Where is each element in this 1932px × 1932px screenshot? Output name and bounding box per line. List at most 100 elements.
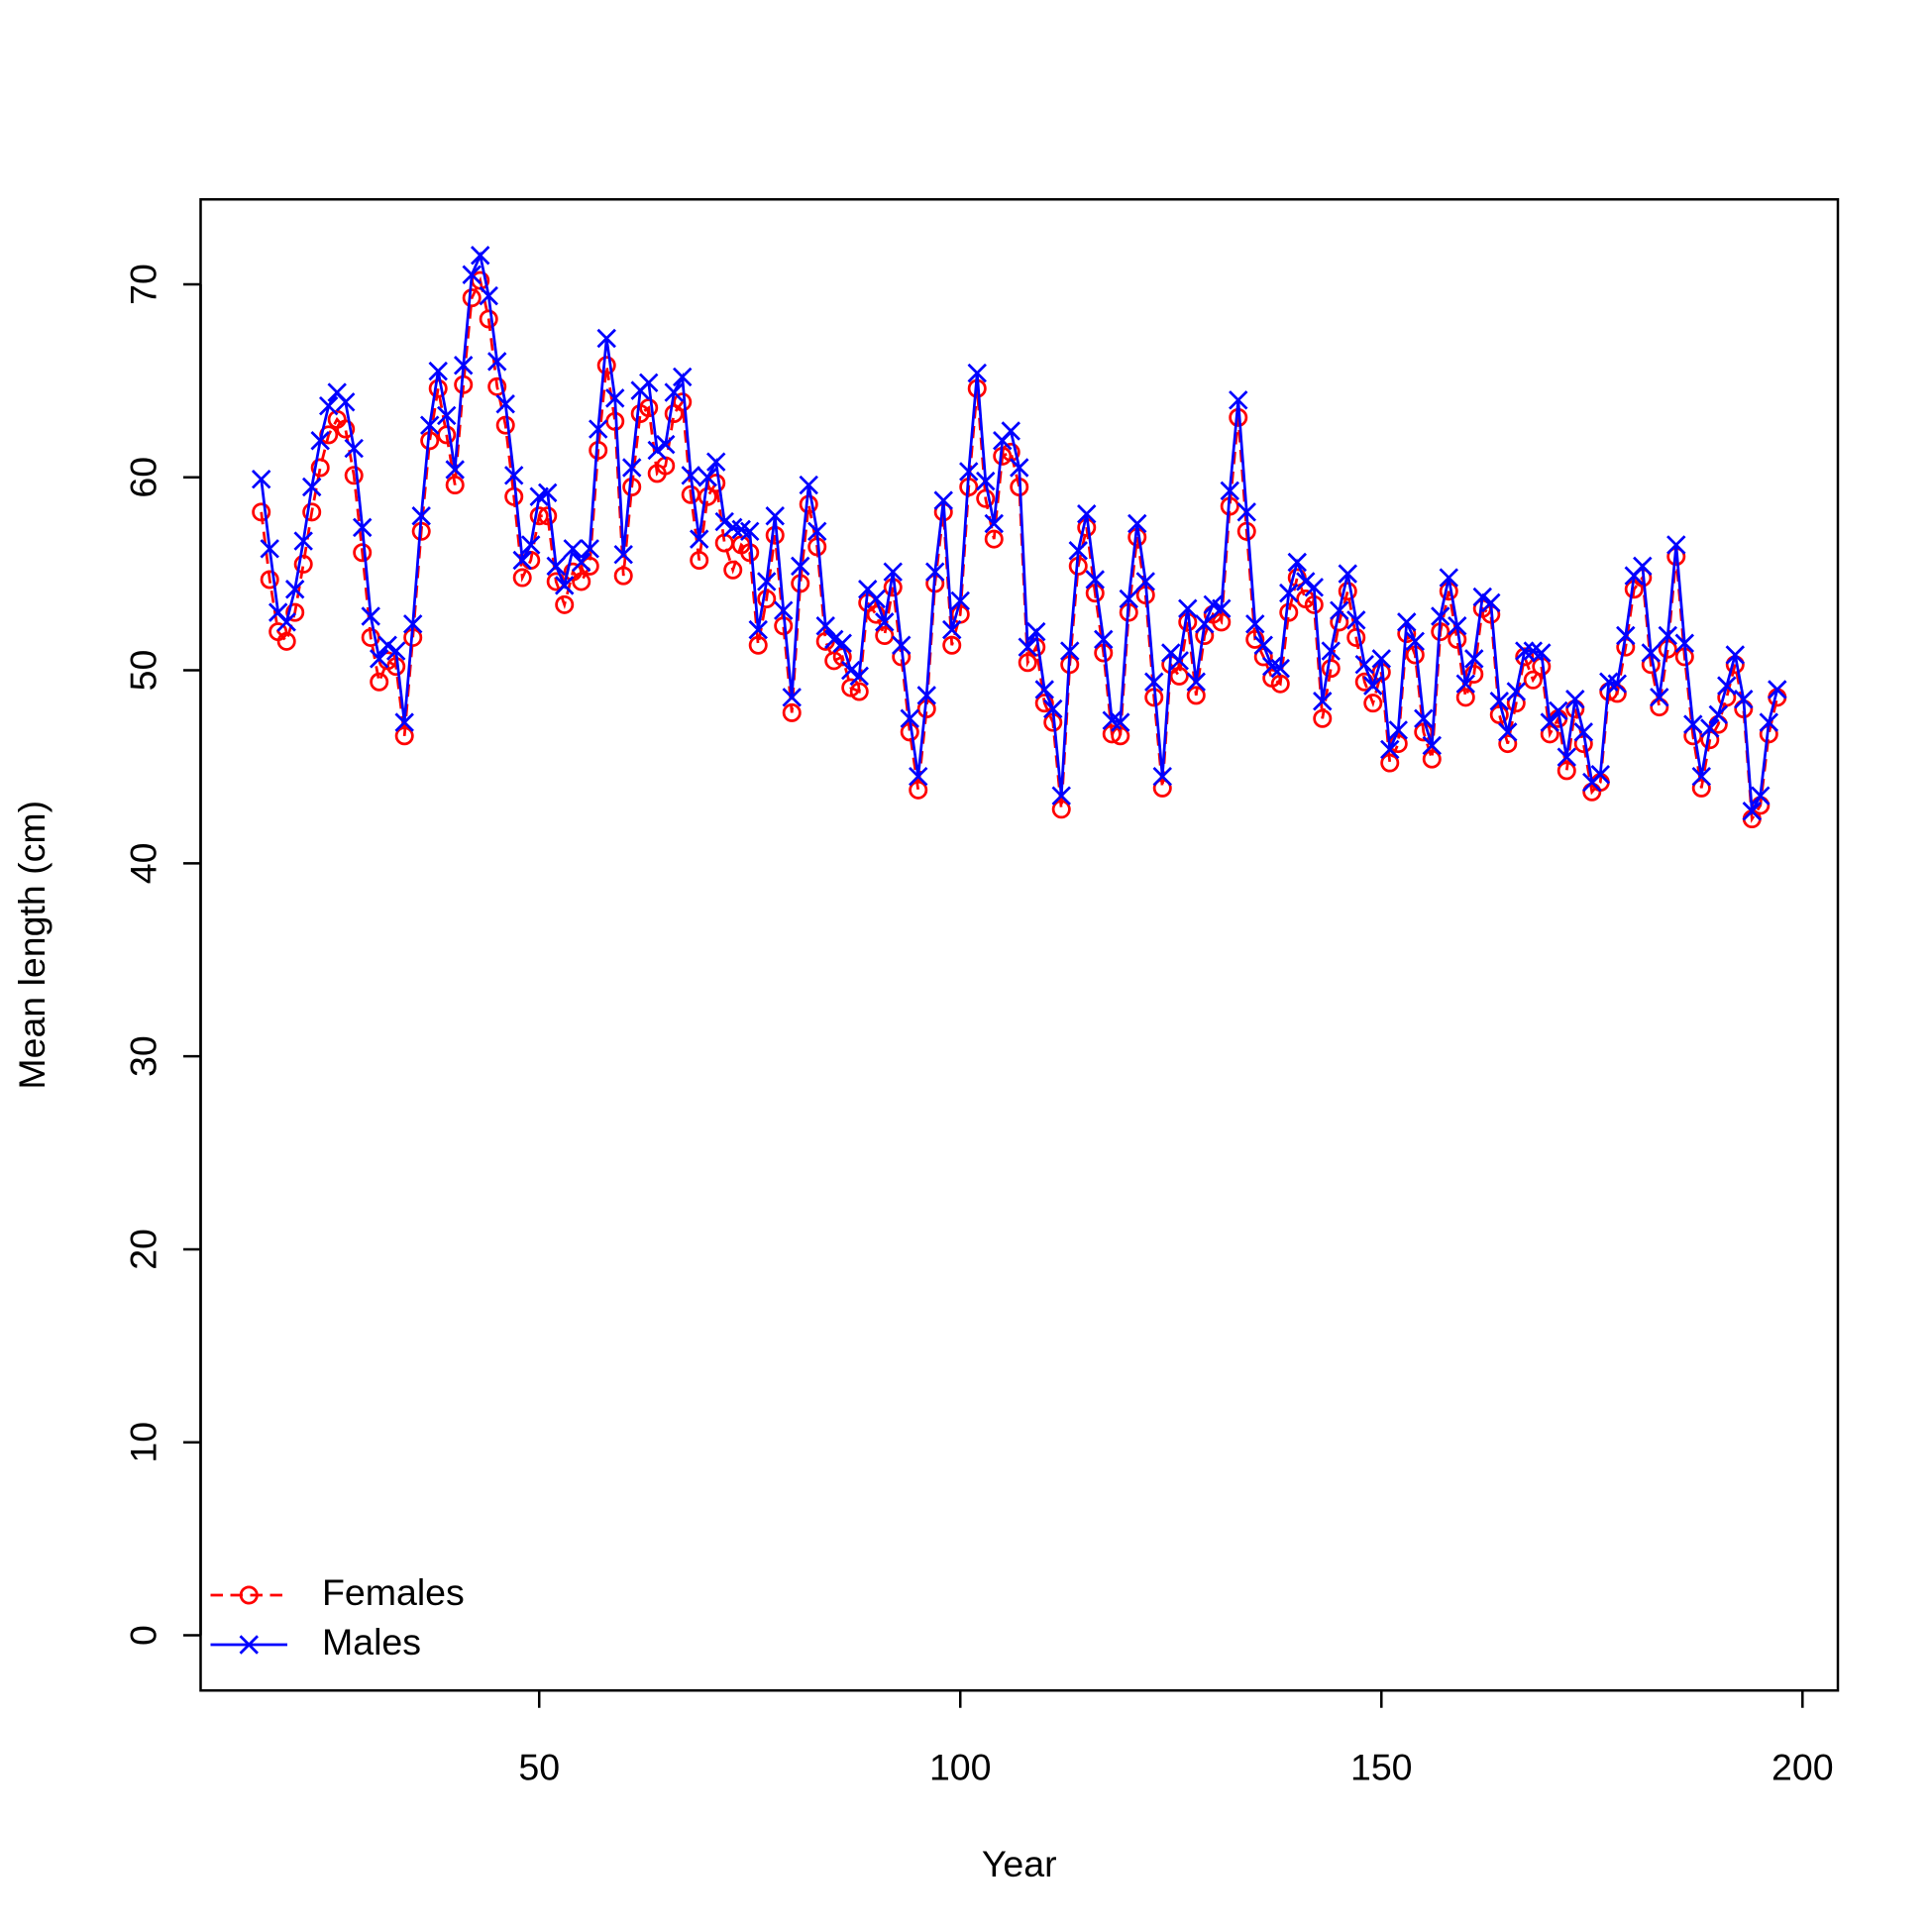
data-point xyxy=(613,544,633,565)
data-point xyxy=(690,529,709,549)
data-point xyxy=(832,647,852,667)
data-point xyxy=(1018,653,1037,673)
data-point xyxy=(1313,691,1333,711)
data-point xyxy=(647,440,667,461)
data-point xyxy=(892,635,912,655)
data-point xyxy=(1363,676,1383,696)
data-point xyxy=(967,363,987,383)
data-point xyxy=(487,376,507,396)
data-point xyxy=(1683,714,1703,734)
data-point xyxy=(1051,800,1071,819)
data-point xyxy=(1422,749,1442,769)
data-point xyxy=(512,568,532,588)
data-point xyxy=(1330,600,1349,620)
data-point xyxy=(942,619,962,640)
data-point xyxy=(596,328,616,349)
data-point xyxy=(555,594,575,614)
data-point xyxy=(411,505,431,526)
data-point xyxy=(1666,535,1686,555)
data-point xyxy=(1034,694,1054,713)
data-point xyxy=(1498,722,1518,742)
data-point xyxy=(925,562,945,582)
data-point xyxy=(1178,598,1198,618)
data-point xyxy=(394,726,414,746)
data-point xyxy=(293,531,313,551)
data-point xyxy=(335,392,356,412)
data-point xyxy=(555,576,575,595)
data-point xyxy=(1236,502,1256,522)
data-point xyxy=(445,460,465,480)
data-point xyxy=(765,505,785,526)
data-point xyxy=(1245,629,1265,649)
data-point xyxy=(1691,766,1712,787)
data-point xyxy=(1565,690,1585,709)
data-point xyxy=(748,635,768,655)
data-point xyxy=(1481,592,1501,613)
data-point xyxy=(369,649,389,669)
data-point xyxy=(1455,688,1475,707)
data-point xyxy=(260,570,279,590)
data-point xyxy=(385,641,406,661)
data-point xyxy=(1371,649,1391,669)
data-point xyxy=(1650,688,1669,707)
y-tick-label: 10 xyxy=(122,1422,163,1463)
data-point xyxy=(1422,735,1442,756)
data-point xyxy=(1094,629,1114,650)
data-point xyxy=(1001,421,1020,441)
data-point xyxy=(815,616,835,636)
data-point xyxy=(1464,649,1484,669)
data-point xyxy=(1633,556,1653,577)
data-point xyxy=(1700,718,1720,738)
data-point xyxy=(1127,513,1147,534)
data-point xyxy=(1338,582,1357,601)
data-point xyxy=(1354,654,1374,675)
data-point xyxy=(1296,572,1316,591)
data-point xyxy=(1448,616,1467,636)
data-point xyxy=(1489,704,1509,724)
data-point xyxy=(774,600,794,620)
data-point xyxy=(361,606,380,626)
data-point xyxy=(605,388,625,408)
data-point xyxy=(613,566,633,586)
data-point xyxy=(984,529,1004,549)
data-point xyxy=(1102,724,1122,744)
y-tick-label: 40 xyxy=(122,842,163,884)
data-point xyxy=(563,539,583,559)
data-point xyxy=(1152,778,1172,798)
x-tick-label: 100 xyxy=(929,1746,992,1787)
data-point xyxy=(1549,700,1568,721)
data-point xyxy=(495,415,515,435)
data-point xyxy=(252,502,271,522)
data-point xyxy=(1169,666,1189,686)
data-point xyxy=(866,589,886,609)
data-point xyxy=(1607,674,1628,694)
data-point xyxy=(933,490,953,510)
data-point xyxy=(503,466,524,485)
data-point xyxy=(942,635,962,655)
data-point xyxy=(394,712,414,732)
data-point xyxy=(1346,610,1366,630)
data-point xyxy=(883,562,903,582)
data-point xyxy=(1119,589,1138,609)
data-point xyxy=(1759,712,1779,732)
data-point xyxy=(1144,672,1164,692)
data-point xyxy=(1152,766,1172,787)
data-point xyxy=(1060,641,1080,661)
data-point xyxy=(639,373,659,393)
data-point xyxy=(1532,643,1552,663)
data-point xyxy=(284,580,305,599)
data-point xyxy=(1742,802,1763,821)
data-point xyxy=(1540,724,1559,744)
legend-marker xyxy=(239,1635,259,1655)
data-point xyxy=(1111,712,1130,732)
data-point xyxy=(428,378,448,398)
legend-label: Males xyxy=(322,1621,421,1663)
data-point xyxy=(757,589,777,608)
data-point xyxy=(1043,698,1063,719)
data-point xyxy=(1135,572,1155,591)
data-point xyxy=(723,560,743,580)
data-point xyxy=(428,361,448,381)
data-point xyxy=(1321,641,1341,661)
data-point xyxy=(1658,625,1678,646)
data-point xyxy=(336,419,356,439)
